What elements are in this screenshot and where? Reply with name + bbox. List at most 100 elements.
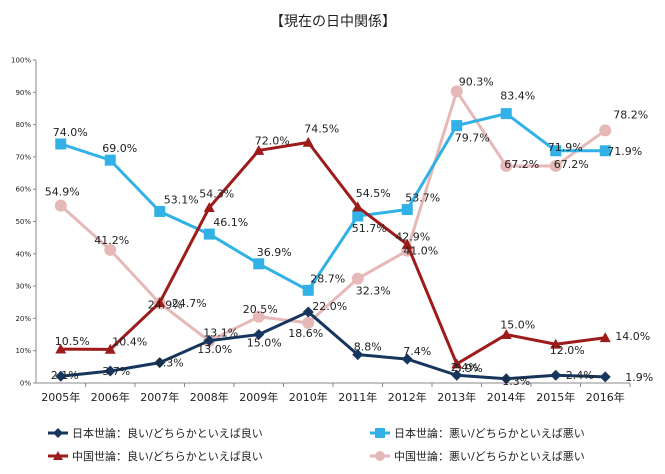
data-point xyxy=(401,204,413,216)
data-point xyxy=(53,451,63,460)
data-label: 22.0% xyxy=(312,300,347,313)
data-point xyxy=(253,144,265,155)
data-label: 6.3% xyxy=(156,357,184,370)
data-label: 90.3% xyxy=(459,75,494,88)
legend-label: 日本世論：良い/どちらかといえば良い xyxy=(72,426,263,440)
x-tick-label: 2013年 xyxy=(437,390,476,404)
data-label: 71.9% xyxy=(607,145,642,158)
legend-item: 中国世論：悪い/どちらかといえば悪い xyxy=(370,449,585,463)
data-label: 20.5% xyxy=(243,303,278,316)
y-tick-label: 50% xyxy=(15,218,31,226)
y-tick-label: 40% xyxy=(15,250,31,258)
x-tick-label: 2008年 xyxy=(190,390,229,404)
data-label: 14.0% xyxy=(615,330,650,343)
data-label: 13.1% xyxy=(203,327,238,340)
series-lines xyxy=(54,85,612,385)
data-point xyxy=(550,338,562,349)
data-point xyxy=(352,201,364,212)
x-tick-label: 2010年 xyxy=(289,390,328,404)
series-1 xyxy=(55,306,611,385)
data-point xyxy=(53,428,63,438)
y-tick-label: 0% xyxy=(20,380,31,388)
data-point xyxy=(55,343,67,354)
data-label: 41.2% xyxy=(94,234,129,247)
data-label: 46.1% xyxy=(213,216,248,229)
data-label: 10.4% xyxy=(112,335,147,348)
data-label: 12.0% xyxy=(550,344,585,357)
data-label: 53.1% xyxy=(164,193,199,206)
data-point xyxy=(302,284,314,296)
data-point xyxy=(352,210,364,222)
data-point xyxy=(54,199,67,212)
data-label: 72.0% xyxy=(255,134,290,147)
data-label: 42.9% xyxy=(395,230,430,243)
data-point xyxy=(401,353,413,365)
data-label: 1.3% xyxy=(502,375,530,388)
data-label: 74.5% xyxy=(304,122,339,135)
data-label: 32.3% xyxy=(356,285,391,298)
legend-item: 中国世論：良い/どちらかといえば良い xyxy=(48,449,263,463)
legend-label: 中国世論：悪い/どちらかといえば悪い xyxy=(394,449,585,463)
data-point xyxy=(352,349,364,361)
data-label: 54.3% xyxy=(199,188,234,201)
data-point xyxy=(154,357,166,369)
series-line xyxy=(59,89,607,343)
data-point xyxy=(500,108,512,120)
data-point xyxy=(550,369,562,381)
data-label: 24.9% xyxy=(148,299,183,312)
data-label: 18.6% xyxy=(288,327,323,340)
data-point xyxy=(203,335,215,347)
data-label: 5.9% xyxy=(455,362,483,375)
data-point xyxy=(154,205,166,217)
data-point xyxy=(500,159,513,172)
data-point xyxy=(55,370,67,382)
data-point xyxy=(351,272,364,285)
x-tick-label: 2009年 xyxy=(239,390,278,404)
x-tick-label: 2015年 xyxy=(536,390,575,404)
data-point xyxy=(550,145,562,157)
data-point xyxy=(302,316,315,329)
data-point xyxy=(203,202,215,213)
data-label: 2.4% xyxy=(451,361,479,374)
series-line xyxy=(60,112,606,292)
x-tick-label: 2007年 xyxy=(140,390,179,404)
data-label: 28.7% xyxy=(310,272,345,285)
data-label: 83.4% xyxy=(500,90,535,103)
data-point xyxy=(451,358,463,369)
data-point xyxy=(253,329,265,341)
data-label: 51.7% xyxy=(352,222,387,235)
series-3 xyxy=(55,136,611,369)
legend: 日本世論：良い/どちらかといえば良い 日本世論：悪い/どちらかといえば悪い中国世論… xyxy=(48,426,585,463)
data-label: 53.7% xyxy=(405,192,440,205)
series-line xyxy=(60,310,606,381)
data-point xyxy=(104,243,117,256)
data-label: 1.9% xyxy=(625,371,653,384)
data-point xyxy=(500,373,512,385)
series-2 xyxy=(55,108,611,296)
y-tick-label: 90% xyxy=(15,89,31,97)
data-point xyxy=(599,124,612,137)
data-point xyxy=(451,369,463,381)
data-point xyxy=(451,120,463,132)
x-tick-label: 2011年 xyxy=(338,390,377,404)
data-point xyxy=(203,228,215,240)
axes: 0% 10% 20% 30% 40% 50% 60% 70% 80% 90% 100% 2005年 20… xyxy=(11,57,631,404)
data-label: 79.7% xyxy=(455,132,490,145)
legend-item: 日本世論：良い/どちらかといえば良い xyxy=(48,426,263,440)
y-tick-label: 100% xyxy=(11,57,31,65)
y-tick-label: 30% xyxy=(15,283,31,291)
y-tick-label: 60% xyxy=(15,186,31,194)
data-point xyxy=(302,306,314,318)
data-label: 36.9% xyxy=(257,246,292,259)
data-point xyxy=(500,329,512,339)
x-tick-label: 2014年 xyxy=(487,390,526,404)
data-point xyxy=(55,138,67,150)
data-labels: 54.9% 41.2% 24.7% 13.0% 20.5% 18.6% 32.3% 41.0%… xyxy=(45,75,653,387)
data-label: 2.1% xyxy=(51,369,79,382)
data-point xyxy=(154,297,166,307)
legend-label: 中国世論：良い/どちらかといえば良い xyxy=(72,449,263,463)
data-point xyxy=(104,365,116,377)
data-label: 3.7% xyxy=(102,365,130,378)
data-label: 74.0% xyxy=(53,126,88,139)
